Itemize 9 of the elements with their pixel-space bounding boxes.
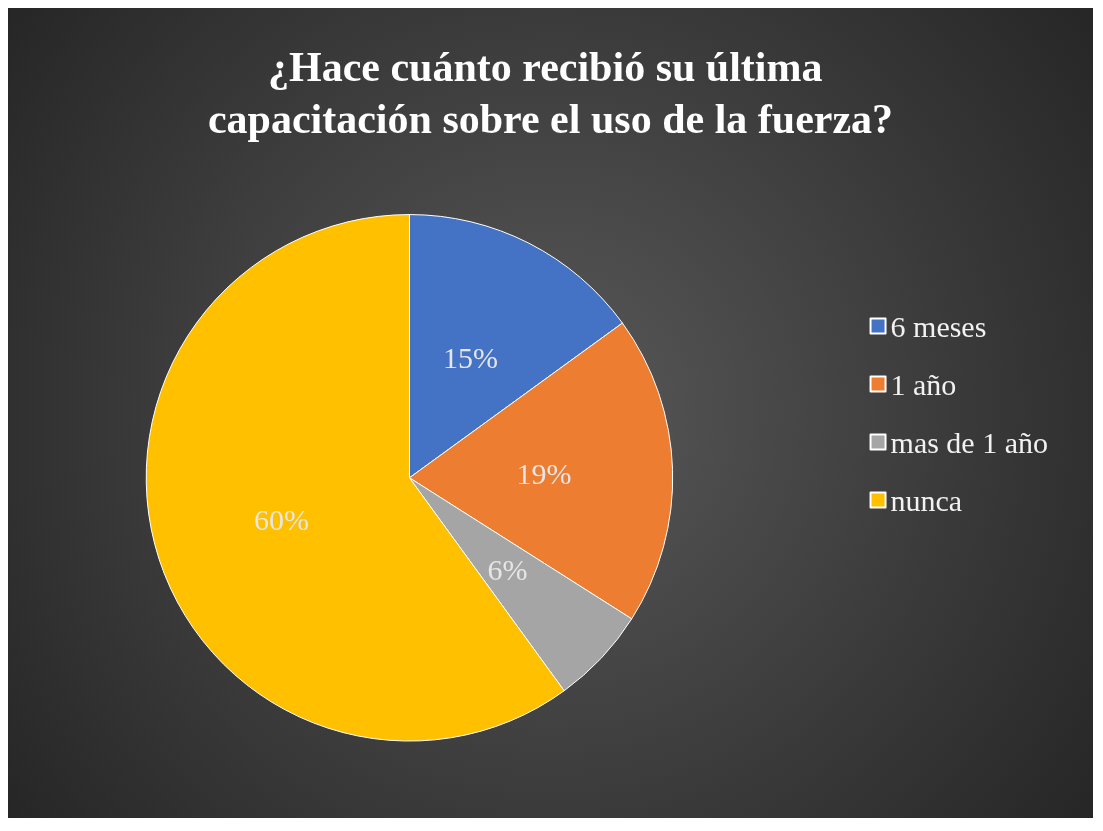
data-label: 15% [443,341,499,375]
data-label: 6% [487,553,528,587]
chart-title: ¿Hace cuánto recibió su última capacitación sobre el uso de la fuerza? [207,44,894,142]
legend-label: nunca [890,483,963,517]
data-label: 19% [516,457,572,491]
legend-label: 6 meses [890,309,987,343]
legend-label: mas de 1 año [890,425,1049,459]
legend-label: 1 año [890,367,957,401]
data-label: 60% [253,502,309,536]
